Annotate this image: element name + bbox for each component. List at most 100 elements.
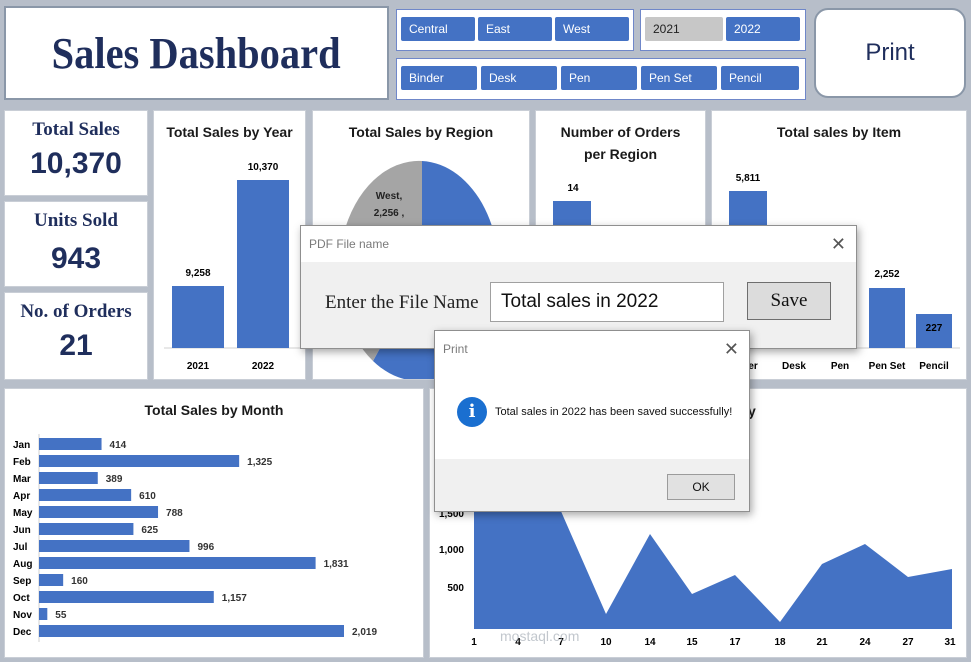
tick-year-2022: 2022 bbox=[252, 361, 275, 372]
label-month-aug: 1,831 bbox=[324, 559, 349, 570]
bar-month-may bbox=[39, 506, 159, 518]
label-month-oct: 1,157 bbox=[222, 593, 247, 604]
chart-sales-by-year-svg: 9,258 10,370 2021 2022 bbox=[164, 162, 300, 372]
label-month-sep: 160 bbox=[71, 576, 88, 587]
chart-orders-title-2: per Region bbox=[583, 146, 658, 162]
bar-month-nov bbox=[39, 608, 48, 620]
label-item-binder: 5,811 bbox=[736, 173, 761, 184]
kpi-total-sales-label: Total Sales bbox=[32, 119, 120, 140]
tick-item-pencil: Pencil bbox=[919, 361, 949, 372]
item-chip-pencil[interactable]: Pencil bbox=[721, 66, 799, 90]
kpi-orders-value: 21 bbox=[59, 329, 93, 362]
item-chip-binder[interactable]: Binder bbox=[401, 66, 477, 90]
xtick-14: 14 bbox=[644, 637, 656, 648]
dashboard-title: Sales Dashboard bbox=[51, 28, 342, 78]
tick-month-may: May bbox=[13, 508, 33, 519]
bar-month-jul bbox=[39, 540, 190, 552]
tick-month-dec: Dec bbox=[13, 627, 32, 638]
kpi-orders: No. of Orders 21 bbox=[4, 292, 148, 380]
xtick-18: 18 bbox=[774, 637, 786, 648]
chart-daily-svg: 1,500 1,000 500 1 4 7 10 14 15 17 18 21 … bbox=[439, 487, 956, 648]
pie-value-west: 2,256 , bbox=[374, 208, 405, 219]
close-icon[interactable]: ✕ bbox=[723, 339, 739, 359]
tick-month-jun: Jun bbox=[13, 525, 31, 536]
kpi-units-sold-value: 943 bbox=[50, 242, 102, 275]
kpi-total-sales-value: 10,370 bbox=[30, 147, 122, 180]
bar-month-aug bbox=[39, 557, 316, 569]
year-chip-2021[interactable]: 2021 bbox=[645, 17, 723, 41]
label-month-may: 788 bbox=[166, 508, 183, 519]
item-slicer: Binder Desk Pen Pen Set Pencil bbox=[396, 58, 806, 100]
info-icon: i bbox=[457, 397, 487, 427]
kpi-total-sales: Total Sales 10,370 bbox=[4, 110, 148, 196]
bar-month-jun bbox=[39, 523, 134, 535]
label-orders-1: 14 bbox=[567, 183, 579, 194]
tick-month-sep: Sep bbox=[13, 576, 31, 587]
item-chip-desk[interactable]: Desk bbox=[481, 66, 557, 90]
bar-month-oct bbox=[39, 591, 214, 603]
label-month-jan: 414 bbox=[110, 440, 127, 451]
pdf-dialog-title: PDF File name bbox=[309, 237, 390, 251]
label-month-dec: 2,019 bbox=[352, 627, 377, 638]
chart-daily-title-fragment: y bbox=[748, 403, 756, 419]
tick-month-oct: Oct bbox=[13, 593, 30, 604]
xtick-21: 21 bbox=[816, 637, 828, 648]
tick-item-pen: Pen bbox=[831, 361, 849, 372]
region-chip-west[interactable]: West bbox=[555, 17, 629, 41]
print-dialog-title: Print bbox=[443, 342, 468, 356]
ytick-500: 500 bbox=[447, 583, 464, 594]
bar-month-apr bbox=[39, 489, 132, 501]
xtick-31: 31 bbox=[944, 637, 956, 648]
label-item-pen-set: 2,252 bbox=[874, 269, 899, 280]
pdf-filename-input[interactable] bbox=[490, 282, 724, 322]
year-slicer: 2021 2022 bbox=[640, 9, 806, 51]
bar-month-feb bbox=[39, 455, 240, 467]
tick-month-mar: Mar bbox=[13, 474, 31, 485]
print-button[interactable]: Print bbox=[814, 8, 966, 98]
print-dialog-titlebar: Print ✕ i Total sales in 2022 has been s… bbox=[435, 331, 749, 459]
label-month-apr: 610 bbox=[139, 491, 156, 502]
ytick-1500: 1,500 bbox=[439, 509, 464, 520]
region-chip-east[interactable]: East bbox=[478, 17, 552, 41]
ytick-1000: 1,000 bbox=[439, 545, 464, 556]
chart-orders-title-1: Number of Orders bbox=[560, 124, 681, 140]
bar-item-pencil bbox=[916, 314, 952, 348]
tick-item-pen-set: Pen Set bbox=[869, 361, 906, 372]
bar-month-mar bbox=[39, 472, 98, 484]
bar-month-jan bbox=[39, 438, 102, 450]
tick-month-apr: Apr bbox=[13, 491, 30, 502]
area-daily-sales bbox=[474, 487, 952, 629]
region-chip-central[interactable]: Central bbox=[401, 17, 475, 41]
tick-item-desk: Desk bbox=[782, 361, 806, 372]
chart-sales-by-month: Total Sales by Month Jan 414 Feb 1,325 Mar 38… bbox=[4, 388, 424, 658]
ok-button[interactable]: OK bbox=[667, 474, 735, 500]
chart-sales-by-year: Total Sales by Year 9,258 10,370 2021 20… bbox=[153, 110, 306, 380]
chart-sales-by-item-title: Total sales by Item bbox=[776, 124, 902, 140]
label-year-2021: 9,258 bbox=[185, 268, 210, 279]
year-chip-2022[interactable]: 2022 bbox=[726, 17, 800, 41]
tick-month-jan: Jan bbox=[13, 440, 30, 451]
tick-item-binder: der bbox=[742, 361, 758, 372]
bar-year-2022 bbox=[237, 180, 289, 348]
pdf-dialog-titlebar: PDF File name ✕ bbox=[301, 226, 856, 262]
tick-month-jul: Jul bbox=[13, 542, 28, 553]
watermark-text: mostaql.com bbox=[500, 628, 579, 644]
item-chip-pen[interactable]: Pen bbox=[561, 66, 637, 90]
bar-month-sep bbox=[39, 574, 64, 586]
close-icon[interactable]: ✕ bbox=[830, 234, 846, 254]
label-month-nov: 55 bbox=[55, 610, 67, 621]
xtick-1: 1 bbox=[471, 637, 477, 648]
region-slicer: Central East West bbox=[396, 9, 634, 51]
bar-item-pen-set bbox=[869, 288, 905, 348]
label-month-mar: 389 bbox=[106, 474, 123, 485]
item-chip-pen-set[interactable]: Pen Set bbox=[641, 66, 717, 90]
xtick-17: 17 bbox=[729, 637, 741, 648]
chart-sales-by-region-title: Total Sales by Region bbox=[348, 124, 494, 140]
pdf-dialog-prompt: Enter the File Name bbox=[325, 292, 479, 313]
xtick-10: 10 bbox=[600, 637, 612, 648]
xtick-15: 15 bbox=[686, 637, 698, 648]
tick-month-nov: Nov bbox=[13, 610, 32, 621]
pie-label-west: West, bbox=[376, 191, 403, 202]
save-button[interactable]: Save bbox=[747, 282, 831, 320]
xtick-7: 7 bbox=[558, 637, 564, 648]
